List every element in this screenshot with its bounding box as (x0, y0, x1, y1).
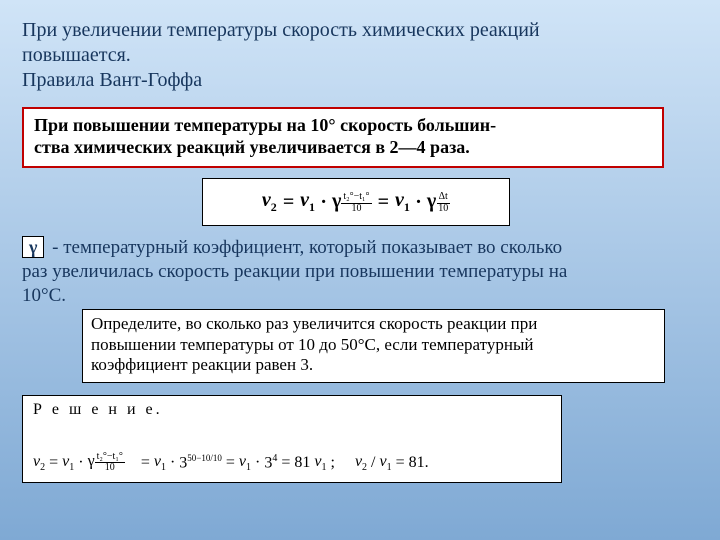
s-v1cs: 1 (246, 462, 251, 473)
problem-l2: повышении температуры от 10 до 50°С, есл… (91, 335, 656, 355)
s-slash: / (371, 454, 375, 472)
f-v2: v (262, 189, 271, 211)
s-semi: ; (330, 454, 334, 472)
s-exp2: 50−10/10 (187, 453, 222, 463)
s-dot1: · (78, 454, 83, 472)
f-v1-sub: 1 (309, 200, 315, 214)
f-v1: v (300, 189, 309, 211)
rule-line2: ства химических реакций увеличивается в … (34, 137, 652, 159)
f-v2-sub: 2 (271, 200, 277, 214)
s-dot2: · (170, 454, 175, 472)
f-eq2: = (378, 191, 389, 214)
intro-text: При увеличении температуры скорость хими… (22, 18, 698, 93)
f-dot: · (321, 191, 326, 214)
intro-line1: При увеличении температуры скорость хими… (22, 19, 540, 41)
s-eq3: = (226, 454, 235, 472)
f-exp2-den: 10 (436, 204, 450, 215)
s-v1b: v (154, 453, 161, 470)
s-v1ds: 1 (321, 462, 326, 473)
formula-box: v2 = v1 · γt₂°−t₁°10 = v1 · γΔt10 (202, 178, 510, 226)
intro-line3: Правила Вант-Гоффа (22, 69, 202, 91)
s-exp3: 4 (272, 453, 277, 464)
problem-l3: коэффициент реакции равен 3. (91, 355, 656, 375)
s-81a: 81 (294, 454, 310, 472)
formula: v2 = v1 · γt₂°−t₁°10 = v1 · γΔt10 (262, 189, 450, 215)
gamma-symbol-box: γ (22, 236, 44, 258)
s-eq2: = (141, 454, 150, 472)
f-gamma2: γ (427, 190, 436, 212)
s-v1bs: 1 (161, 462, 166, 473)
s-exp1: t₂°−t₁°10 (95, 452, 125, 474)
vant-hoff-rule-box: При повышении температуры на 10° скорост… (22, 107, 664, 168)
f-v1b: v (395, 189, 404, 211)
s-dot3: · (255, 454, 260, 472)
solution-title: Р е ш е н и е. (33, 401, 163, 419)
intro-line2: повышается. (22, 44, 131, 66)
s-g1: γ (88, 452, 95, 469)
f-gamma1: γ (332, 190, 341, 212)
gamma-explanation: γ - температурный коэффициент, который п… (22, 236, 698, 307)
rule-line1: При повышении температуры на 10° скорост… (34, 115, 652, 137)
s-81b: 81. (409, 454, 429, 472)
solution-equation: v2 = v1 · γt₂°−t₁°10 = v1 · 350−10/10 = … (33, 452, 429, 474)
f-exp1: t₂°−t₁°10 (341, 192, 371, 214)
s-eq5: = (396, 454, 405, 472)
f-exp2: Δt10 (436, 192, 450, 214)
explain-p2: раз увеличилась скорость реакции при пов… (22, 261, 567, 282)
solution-box: Р е ш е н и е. v2 = v1 · γt₂°−t₁°10 = v1… (22, 395, 562, 483)
f-dot2: · (416, 191, 421, 214)
s-v1c: v (239, 453, 246, 470)
slide-root: При увеличении температуры скорость хими… (0, 0, 720, 540)
problem-l1: Определите, во сколько раз увеличится ск… (91, 314, 656, 334)
f-v1b-sub: 1 (404, 200, 410, 214)
s-rr: v (380, 453, 387, 470)
s-rrs: 1 (387, 462, 392, 473)
s-v1s: 1 (69, 462, 74, 473)
explain-p1: - температурный коэффициент, который пок… (47, 237, 562, 258)
s-eq4: = (281, 454, 290, 472)
s-rl: v (355, 453, 362, 470)
s-exp1d: 10 (103, 463, 117, 474)
s-eq1: = (49, 454, 58, 472)
problem-box: Определите, во сколько раз увеличится ск… (82, 309, 665, 382)
f-eq: = (283, 191, 294, 214)
s-v2s: 2 (40, 462, 45, 473)
f-exp1-den: 10 (349, 204, 363, 215)
explain-p3: 10°С. (22, 285, 66, 306)
s-rls: 2 (362, 462, 367, 473)
